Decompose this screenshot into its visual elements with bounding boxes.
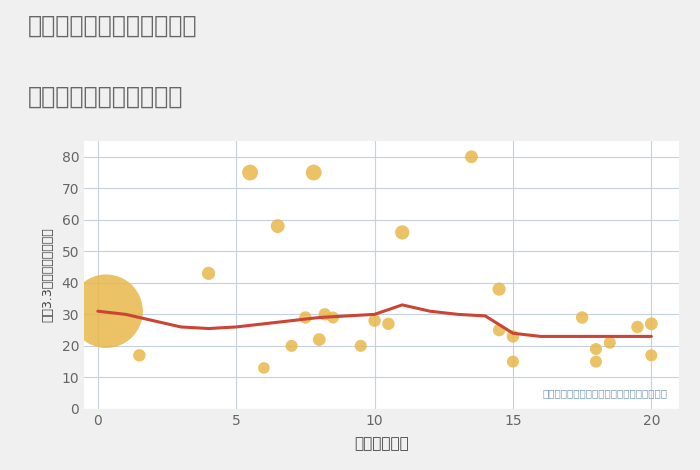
Text: 駅距離別中古戸建て価格: 駅距離別中古戸建て価格 xyxy=(28,85,183,109)
Point xyxy=(300,314,311,321)
Point xyxy=(494,326,505,334)
Point xyxy=(101,307,112,315)
Point xyxy=(508,358,519,365)
Text: 千葉県匝瑳市八日市場二の: 千葉県匝瑳市八日市場二の xyxy=(28,14,197,38)
X-axis label: 駅距離（分）: 駅距離（分） xyxy=(354,436,409,451)
Point xyxy=(645,320,657,328)
Point xyxy=(244,169,256,176)
Point xyxy=(397,228,408,236)
Point xyxy=(319,311,330,318)
Point xyxy=(645,352,657,359)
Y-axis label: 坪（3.3㎡）単価（万円）: 坪（3.3㎡）単価（万円） xyxy=(41,227,55,322)
Point xyxy=(632,323,643,331)
Point xyxy=(590,345,601,353)
Point xyxy=(314,336,325,343)
Point xyxy=(383,320,394,328)
Point xyxy=(134,352,145,359)
Point xyxy=(258,364,270,372)
Point xyxy=(328,314,339,321)
Point xyxy=(590,358,601,365)
Point xyxy=(272,222,284,230)
Point xyxy=(308,169,319,176)
Point xyxy=(466,153,477,161)
Point xyxy=(577,314,588,321)
Point xyxy=(494,285,505,293)
Point xyxy=(604,339,615,346)
Point xyxy=(369,317,380,324)
Point xyxy=(286,342,297,350)
Point xyxy=(355,342,366,350)
Point xyxy=(203,270,214,277)
Text: 円の大きさは、取引のあった物件面積を示す: 円の大きさは、取引のあった物件面積を示す xyxy=(542,388,667,398)
Point xyxy=(508,333,519,340)
